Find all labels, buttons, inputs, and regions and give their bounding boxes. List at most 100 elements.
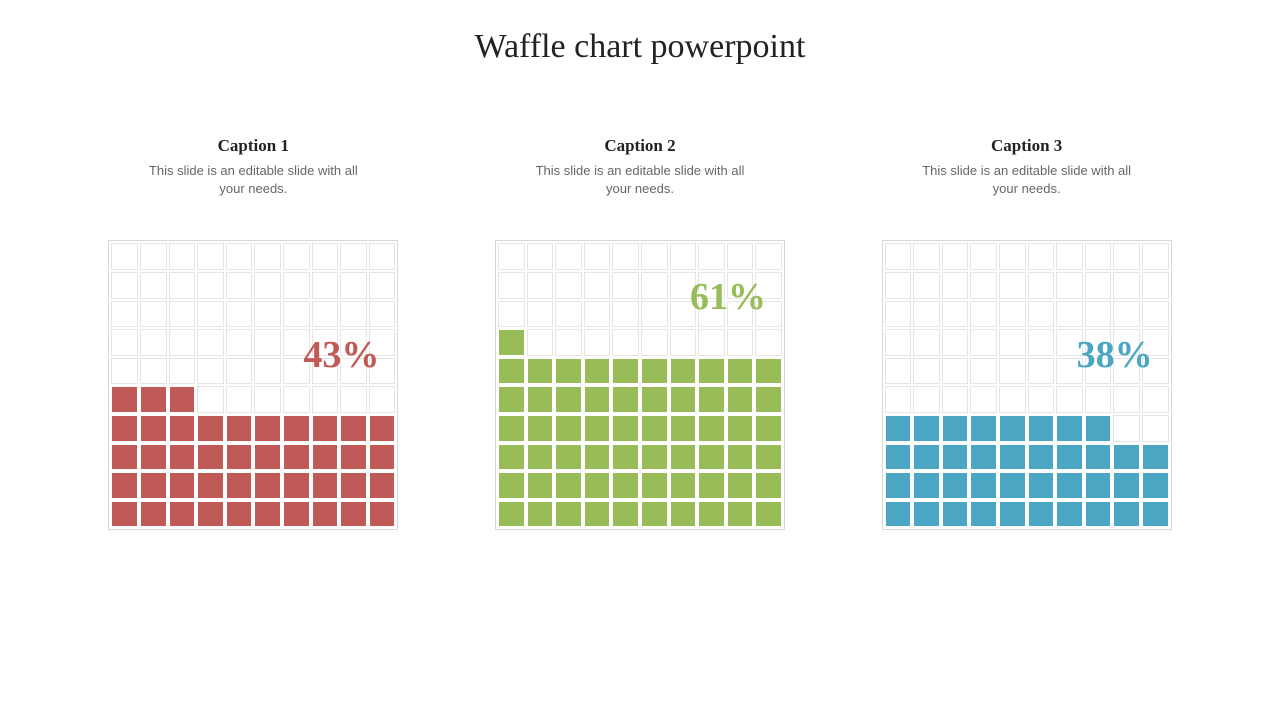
waffle-cell [670,472,697,499]
waffle-chart-1: 43% [108,240,398,530]
waffle-cell [527,415,554,442]
waffle-cell [970,415,997,442]
waffle-cell [169,329,196,356]
waffle-cell [698,472,725,499]
waffle-cell [727,444,754,471]
waffle-cell [584,386,611,413]
waffle-cell [641,243,668,270]
waffle-cell [111,272,138,299]
waffle-cell [885,358,912,385]
waffle-cell [226,501,253,528]
waffle-cell [498,243,525,270]
waffle-cell [698,415,725,442]
waffle-cell [1028,501,1055,528]
waffle-cell [1142,415,1169,442]
waffle-cell [111,386,138,413]
waffle-cell [970,444,997,471]
waffle-cell [584,444,611,471]
waffle-cell [1085,415,1112,442]
pct-label-2: 61% [690,275,766,319]
waffle-cell [254,272,281,299]
waffle-cell [942,501,969,528]
waffle-cell [369,444,396,471]
waffle-cell [254,501,281,528]
waffle-cell [498,415,525,442]
waffle-cell [555,301,582,328]
waffle-cell [555,415,582,442]
caption-title-3: Caption 3 [991,136,1062,156]
waffle-cell [283,272,310,299]
waffle-cell [1056,301,1083,328]
waffle-cell [340,386,367,413]
waffle-cell [727,329,754,356]
waffle-cell [369,415,396,442]
waffle-cell [584,358,611,385]
waffle-cell [498,272,525,299]
waffle-cell [1113,444,1140,471]
chart-col-1: Caption 1 This slide is an editable slid… [103,136,403,530]
waffle-cell [885,329,912,356]
waffle-cell [369,472,396,499]
waffle-cell [913,501,940,528]
waffle-cell [340,272,367,299]
waffle-cell [942,444,969,471]
waffle-cell [612,415,639,442]
waffle-cell [527,272,554,299]
waffle-cell [1056,243,1083,270]
waffle-cell [942,358,969,385]
waffle-cell [612,501,639,528]
waffle-cell [584,329,611,356]
waffle-cell [111,501,138,528]
waffle-cell [312,386,339,413]
waffle-cell [885,472,912,499]
waffle-cell [555,472,582,499]
waffle-cell [612,472,639,499]
waffle-cell [1056,501,1083,528]
waffle-cell [1056,444,1083,471]
waffle-cell [1085,301,1112,328]
waffle-cell [942,415,969,442]
waffle-cell [226,415,253,442]
waffle-cell [1085,272,1112,299]
waffle-cell [197,301,224,328]
waffle-cell [913,444,940,471]
waffle-cell [755,358,782,385]
waffle-cell [584,272,611,299]
waffle-cell [1142,501,1169,528]
waffle-cell [612,386,639,413]
waffle-cell [254,415,281,442]
waffle-cell [641,444,668,471]
waffle-cell [283,301,310,328]
waffle-cell [999,444,1026,471]
waffle-cell [1056,272,1083,299]
waffle-cell [340,243,367,270]
waffle-cell [340,501,367,528]
waffle-cell [670,386,697,413]
waffle-cell [283,386,310,413]
waffle-cell [584,301,611,328]
waffle-cell [1085,444,1112,471]
waffle-cell [885,301,912,328]
waffle-cell [755,501,782,528]
waffle-cell [555,243,582,270]
waffle-cell [555,358,582,385]
waffle-cell [169,243,196,270]
waffle-cell [1085,472,1112,499]
waffle-cell [169,301,196,328]
waffle-cell [612,329,639,356]
caption-desc-3: This slide is an editable slide with all… [917,162,1137,198]
waffle-cell [698,329,725,356]
waffle-cell [1028,444,1055,471]
waffle-grid-3 [883,241,1171,529]
waffle-cell [885,243,912,270]
waffle-cell [727,415,754,442]
waffle-cell [369,386,396,413]
waffle-cell [755,472,782,499]
waffle-cell [942,386,969,413]
waffle-cell [498,358,525,385]
waffle-cell [1028,472,1055,499]
waffle-cell [970,386,997,413]
waffle-cell [970,472,997,499]
waffle-cell [555,386,582,413]
waffle-cell [197,444,224,471]
